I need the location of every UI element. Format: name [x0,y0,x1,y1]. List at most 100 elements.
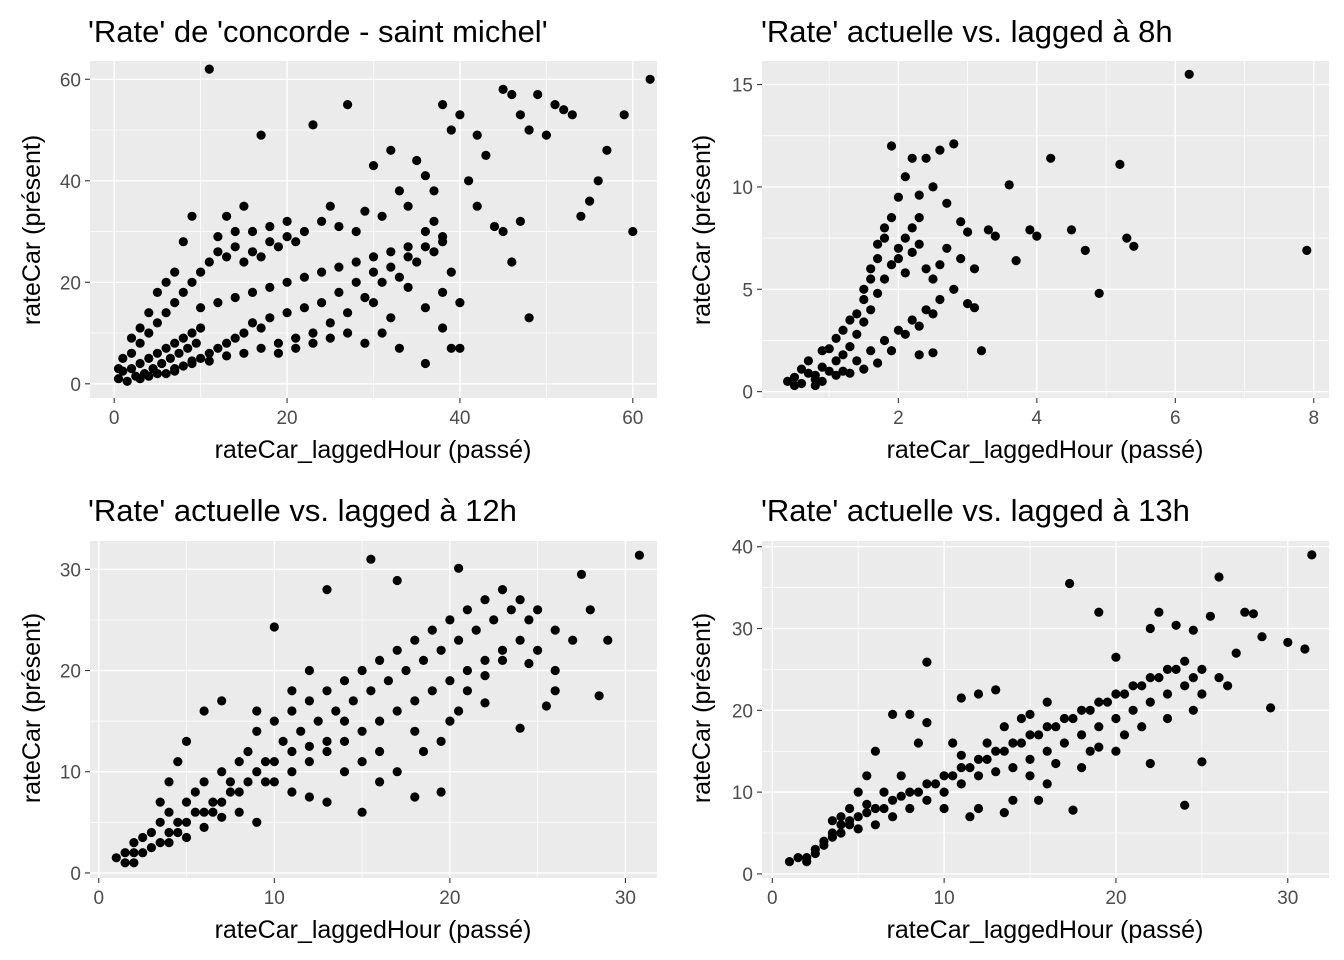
data-point [1302,245,1312,255]
data-point [1162,664,1173,675]
data-point [1119,730,1130,740]
data-point [247,226,258,237]
data-point [165,353,175,363]
data-point [410,792,420,802]
data-point [793,853,803,863]
data-point [322,585,332,595]
x-tick-label: 30 [1277,888,1298,909]
data-point [1032,231,1042,241]
x-tick-label: 60 [622,408,643,429]
data-point [928,309,938,319]
data-point [603,635,613,645]
data-point [146,827,156,838]
data-point [914,190,924,200]
panel-background [762,61,1329,398]
data-point [845,315,855,325]
data-point [982,754,992,765]
data-point [991,767,1001,777]
data-point [113,364,124,374]
data-point [991,685,1001,695]
data-point [1129,241,1139,251]
data-point [445,716,455,726]
data-point [810,370,820,380]
data-point [164,838,174,848]
data-point [282,277,292,287]
y-axis-label: rateCar (présent) [688,135,716,325]
data-point [420,171,430,181]
data-point [392,575,402,586]
data-point [455,343,465,353]
data-point [308,328,318,338]
data-point [1046,153,1056,163]
data-point [170,366,180,376]
data-point [1111,652,1121,662]
data-point [161,369,171,379]
y-tick-label: 5 [742,280,753,301]
data-point [628,226,638,237]
data-point [1008,795,1018,805]
data-point [386,247,396,257]
data-point [282,232,292,242]
data-point [976,346,987,356]
data-point [199,822,209,833]
data-point [900,268,910,278]
data-point [845,342,855,352]
data-point [956,693,966,703]
data-point [187,328,197,338]
data-point [325,333,335,343]
data-point [796,364,807,374]
data-point [190,807,200,817]
data-point [973,754,984,765]
data-point [838,350,848,360]
x-tick-label: 0 [109,408,120,429]
data-point [225,787,235,797]
data-point [859,317,869,327]
data-point [1016,738,1026,748]
data-point [888,795,898,805]
data-point [489,221,500,232]
data-point [368,298,379,308]
data-point [922,718,932,728]
y-axis-label: rateCar (présent) [18,135,46,325]
data-point [1025,771,1035,781]
data-point [129,838,139,848]
data-point [438,232,448,242]
data-point [129,858,139,868]
data-point [802,857,812,867]
data-point [886,260,897,270]
data-point [914,239,924,249]
data-point [317,298,327,308]
data-point [256,252,266,262]
data-point [375,777,385,787]
data-point [983,225,994,235]
data-point [905,787,915,797]
data-point [1180,800,1190,810]
data-point [287,706,297,716]
data-point [853,787,863,797]
data-point [1154,607,1164,617]
data-point [126,364,137,374]
y-tick-label: 20 [732,701,753,722]
data-point [1223,681,1233,691]
data-point [956,763,966,773]
data-point [956,750,966,760]
data-point [1188,625,1198,635]
data-point [438,287,448,297]
x-tick-label: 30 [615,888,636,909]
data-point [1184,69,1194,79]
data-point [213,343,223,353]
data-point [204,257,214,267]
data-point [585,605,595,615]
data-point [498,226,508,237]
data-point [879,223,890,233]
data-point [455,110,465,120]
data-point [836,820,846,830]
data-point [471,625,481,635]
data-point [1171,664,1181,675]
data-point [252,767,262,777]
data-point [956,217,966,227]
data-point [783,376,793,386]
data-point [1025,730,1035,740]
data-point [178,237,188,247]
data-point [410,726,420,736]
